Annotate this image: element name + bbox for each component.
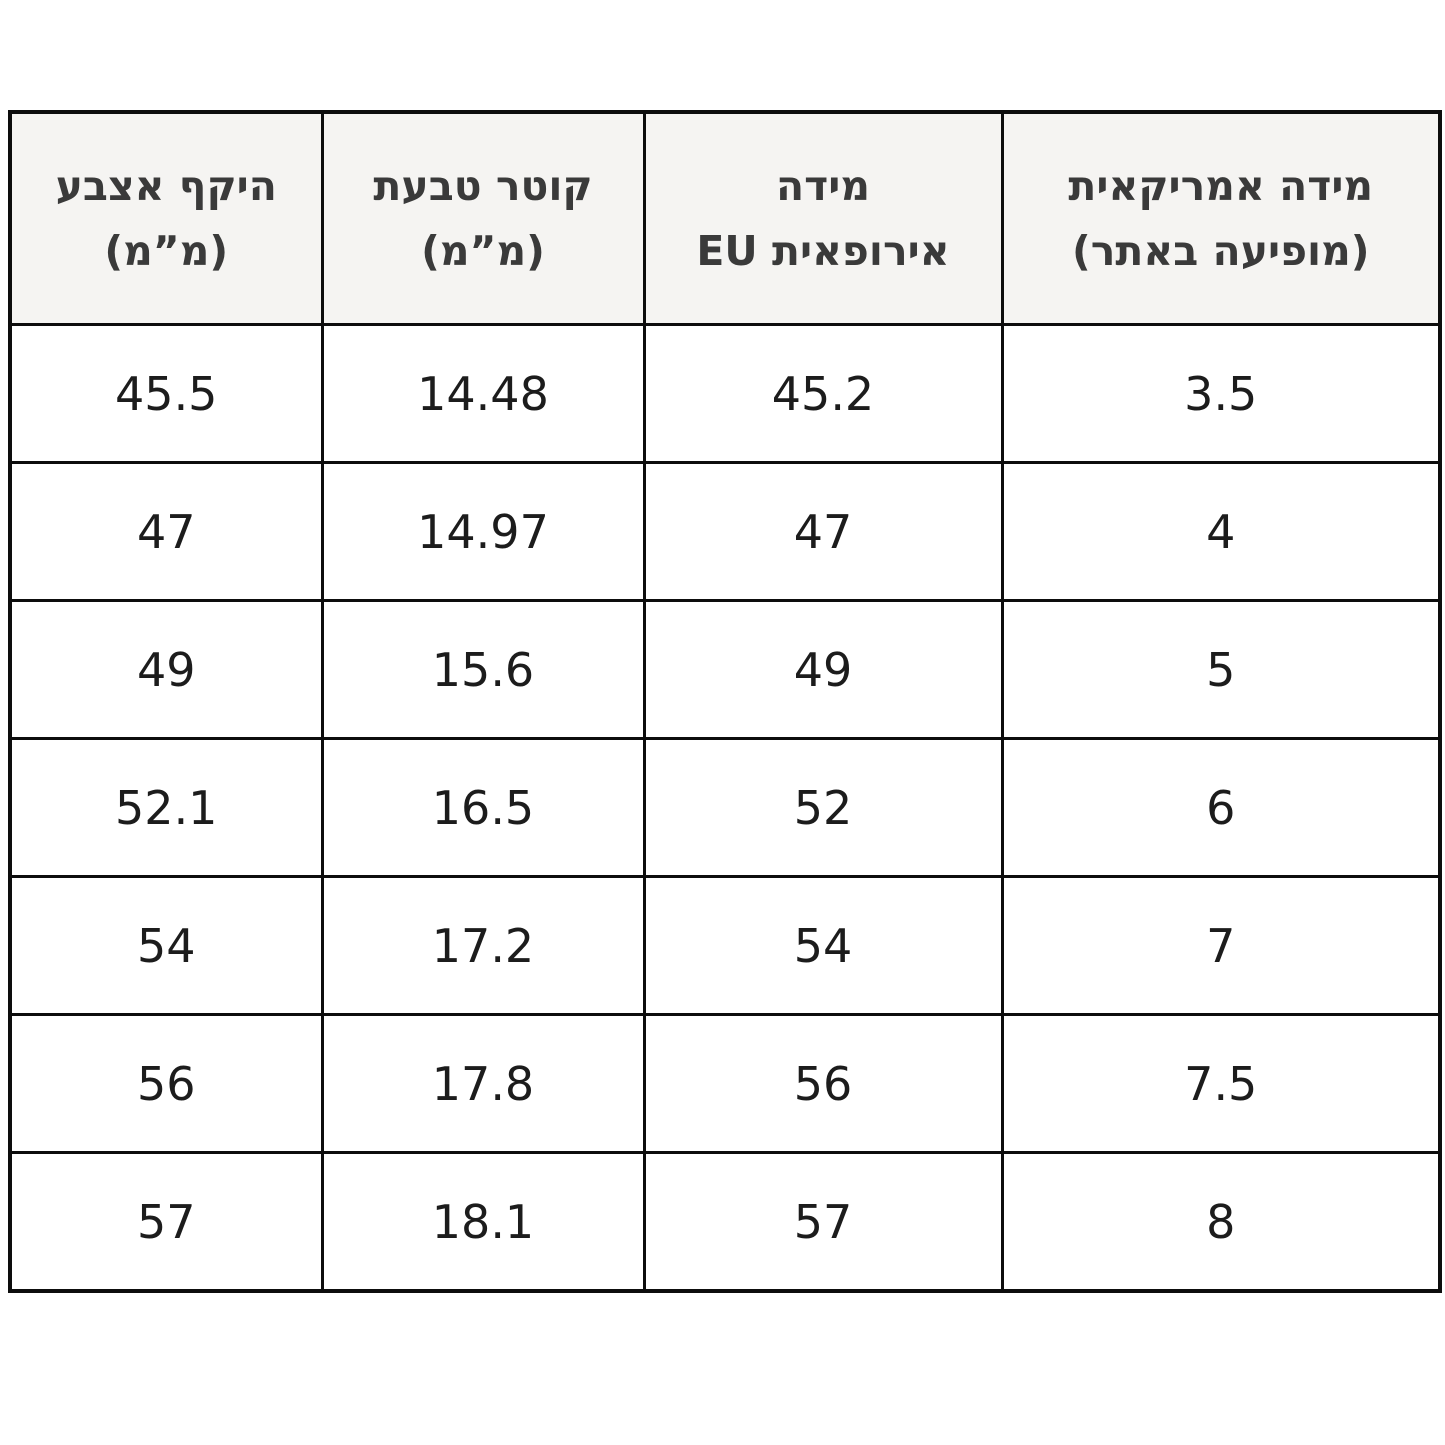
table-row: 3.5 45.2 14.48 45.5: [8, 323, 1442, 464]
cell-us-size: 8: [1000, 1151, 1442, 1293]
ring-size-table: מידה אמריקאית (מופיעה באתר) מידה אירופאי…: [8, 110, 1442, 1293]
cell-finger-circumference: 45.5: [8, 323, 324, 464]
cell-us-size: 5: [1000, 599, 1442, 740]
cell-ring-diameter: 15.6: [320, 599, 646, 740]
cell-ring-diameter: 18.1: [320, 1151, 646, 1293]
cell-ring-diameter: 14.48: [320, 323, 646, 464]
table-row: 4 47 14.97 47: [8, 461, 1442, 602]
cell-eu-size: 54: [642, 875, 1004, 1016]
cell-eu-size: 47: [642, 461, 1004, 602]
table-row: 8 57 18.1 57: [8, 1151, 1442, 1293]
cell-ring-diameter: 14.97: [320, 461, 646, 602]
cell-finger-circumference: 57: [8, 1151, 324, 1293]
cell-us-size: 7.5: [1000, 1013, 1442, 1154]
header-row: מידה אמריקאית (מופיעה באתר) מידה אירופאי…: [8, 110, 1442, 326]
table-row: 7 54 17.2 54: [8, 875, 1442, 1016]
cell-eu-size: 49: [642, 599, 1004, 740]
cell-finger-circumference: 47: [8, 461, 324, 602]
cell-us-size: 3.5: [1000, 323, 1442, 464]
cell-us-size: 4: [1000, 461, 1442, 602]
cell-eu-size: 57: [642, 1151, 1004, 1293]
cell-us-size: 7: [1000, 875, 1442, 1016]
table-row: 5 49 15.6 49: [8, 599, 1442, 740]
cell-eu-size: 52: [642, 737, 1004, 878]
table-row: 7.5 56 17.8 56: [8, 1013, 1442, 1154]
header-finger-circumference-line2: (מ”מ): [104, 226, 229, 275]
cell-finger-circumference: 52.1: [8, 737, 324, 878]
cell-ring-diameter: 17.8: [320, 1013, 646, 1154]
cell-finger-circumference: 56: [8, 1013, 324, 1154]
header-us-size-line2: (מופיעה באתר): [1071, 226, 1370, 275]
cell-ring-diameter: 16.5: [320, 737, 646, 878]
header-ring-diameter-line2: (מ”מ): [421, 226, 545, 275]
table-row: 6 52 16.5 52.1: [8, 737, 1442, 878]
header-us-size-line1: מידה אמריקאית: [1068, 161, 1374, 210]
header-finger-circumference: היקף אצבע (מ”מ): [8, 110, 324, 326]
header-eu-size-line2: אירופאית EU: [696, 226, 950, 275]
cell-finger-circumference: 54: [8, 875, 324, 1016]
cell-eu-size: 45.2: [642, 323, 1004, 464]
header-eu-size: מידה אירופאית EU: [642, 110, 1004, 326]
header-eu-size-line1: מידה: [775, 161, 870, 210]
header-ring-diameter-line1: קוטר טבעת: [373, 161, 593, 210]
cell-finger-circumference: 49: [8, 599, 324, 740]
header-finger-circumference-line1: היקף אצבע: [55, 161, 277, 210]
cell-eu-size: 56: [642, 1013, 1004, 1154]
cell-us-size: 6: [1000, 737, 1442, 878]
header-ring-diameter: קוטר טבעת (מ”מ): [320, 110, 646, 326]
cell-ring-diameter: 17.2: [320, 875, 646, 1016]
header-us-size: מידה אמריקאית (מופיעה באתר): [1000, 110, 1442, 326]
